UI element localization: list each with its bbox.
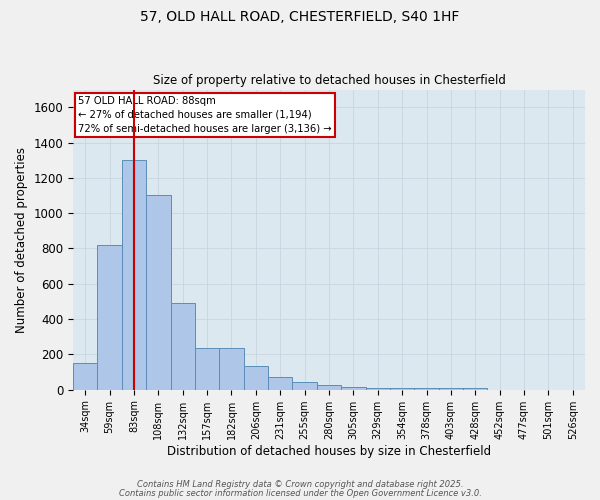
Bar: [439, 388, 463, 390]
Bar: [170, 303, 195, 390]
Text: 57, OLD HALL ROAD, CHESTERFIELD, S40 1HF: 57, OLD HALL ROAD, CHESTERFIELD, S40 1HF: [140, 10, 460, 24]
Bar: [390, 388, 415, 390]
Bar: [195, 348, 220, 390]
Bar: [146, 194, 170, 390]
Title: Size of property relative to detached houses in Chesterfield: Size of property relative to detached ho…: [152, 74, 505, 87]
Bar: [415, 388, 439, 390]
Bar: [122, 160, 146, 390]
Text: 57 OLD HALL ROAD: 88sqm
← 27% of detached houses are smaller (1,194)
72% of semi: 57 OLD HALL ROAD: 88sqm ← 27% of detache…: [78, 96, 332, 134]
Bar: [317, 386, 341, 390]
Text: Contains public sector information licensed under the Open Government Licence v3: Contains public sector information licen…: [119, 490, 481, 498]
Bar: [244, 366, 268, 390]
Bar: [97, 245, 122, 390]
Bar: [268, 378, 292, 390]
Bar: [341, 387, 365, 390]
X-axis label: Distribution of detached houses by size in Chesterfield: Distribution of detached houses by size …: [167, 444, 491, 458]
Text: Contains HM Land Registry data © Crown copyright and database right 2025.: Contains HM Land Registry data © Crown c…: [137, 480, 463, 489]
Bar: [365, 388, 390, 390]
Bar: [73, 363, 97, 390]
Bar: [220, 348, 244, 390]
Bar: [292, 382, 317, 390]
Bar: [463, 388, 487, 390]
Y-axis label: Number of detached properties: Number of detached properties: [15, 146, 28, 332]
